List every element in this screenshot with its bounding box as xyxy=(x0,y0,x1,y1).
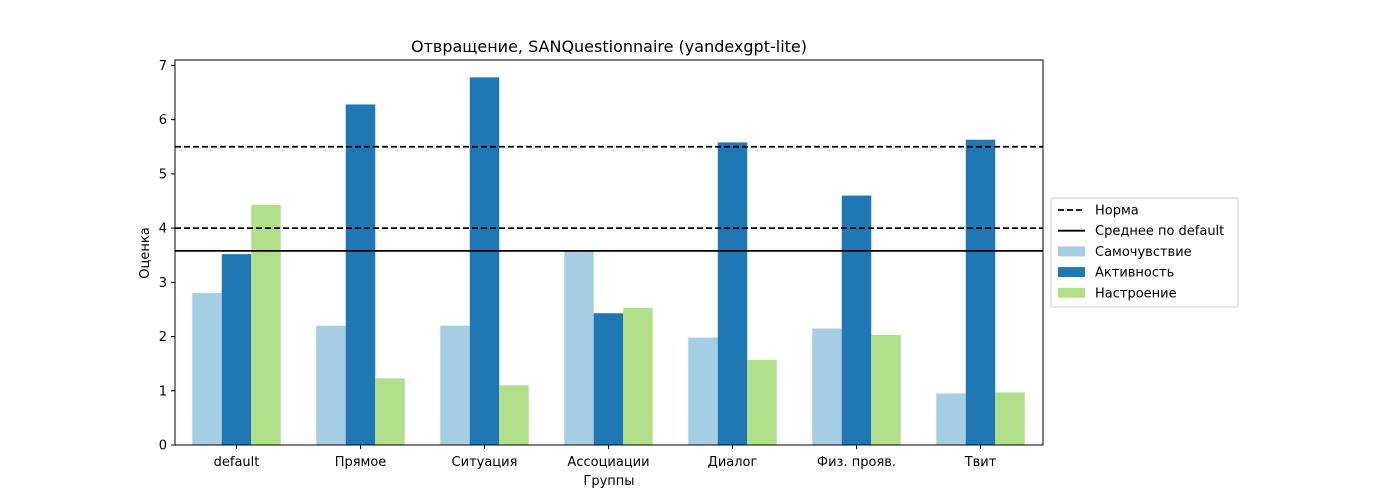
x-tick-label-1: default xyxy=(214,455,260,470)
y-tick-label-7: 7 xyxy=(159,59,167,74)
legend-label-line-1: Норма xyxy=(1095,204,1139,219)
y-axis-title: Оценка xyxy=(138,227,153,278)
bar-2-4 xyxy=(593,313,624,445)
bar-2-6 xyxy=(841,195,872,445)
bar-1-5 xyxy=(688,337,718,445)
bar-2-7 xyxy=(965,139,996,445)
bar-3-4 xyxy=(623,307,653,445)
bar-1-2 xyxy=(316,325,346,445)
x-tick-label-3: Ситуация xyxy=(452,455,518,470)
y-tick-label-6: 6 xyxy=(159,113,167,128)
x-tick-label-5: Диалог xyxy=(708,455,758,470)
bar-1-1 xyxy=(192,293,222,445)
bar-1-6 xyxy=(812,328,842,445)
legend-label-series-2: Активность xyxy=(1095,266,1174,281)
axes: 0 1 2 3 4 5 6 7 default Прямое Ситуация Ассоциации Д… xyxy=(159,59,1044,470)
y-tick-label-3: 3 xyxy=(159,276,167,291)
legend-frame xyxy=(1050,197,1239,308)
chart-title: Отвращение, SANQuestionnaire (yandexgpt-… xyxy=(411,37,807,56)
legend-swatch-series-2 xyxy=(1058,267,1085,278)
bar-2-2 xyxy=(345,104,376,446)
bar-1-3 xyxy=(440,325,470,445)
y-tick-label-0: 0 xyxy=(159,439,167,454)
legend: Норма Среднее по default Самочувствие Актив… xyxy=(1050,197,1239,308)
legend-swatch-series-1 xyxy=(1058,246,1085,257)
legend-swatch-series-3 xyxy=(1058,287,1085,298)
y-tick-label-4: 4 xyxy=(159,222,167,237)
bar-3-7 xyxy=(995,392,1025,445)
bar-2-3 xyxy=(469,77,500,445)
plot-area xyxy=(175,77,1043,446)
x-axis-title: Группы xyxy=(583,474,634,489)
bar-3-2 xyxy=(375,378,405,445)
legend-label-series-1: Самочувствие xyxy=(1095,245,1192,260)
bar-2-5 xyxy=(717,142,748,445)
legend-label-series-3: Настроение xyxy=(1095,286,1177,301)
x-tick-label-2: Прямое xyxy=(335,455,387,470)
y-tick-label-5: 5 xyxy=(159,167,167,182)
y-tick-label-2: 2 xyxy=(159,330,167,345)
bar-3-3 xyxy=(499,385,529,445)
y-tick-label-1: 1 xyxy=(159,384,167,399)
x-tick-label-6: Физ. прояв. xyxy=(817,455,896,470)
bar-3-1 xyxy=(251,204,281,445)
x-tick-label-7: Твит xyxy=(964,455,997,470)
bar-3-6 xyxy=(871,334,901,445)
x-tick-label-4: Ассоциации xyxy=(567,455,649,470)
bar-3-5 xyxy=(747,359,777,445)
bar-1-4 xyxy=(564,251,594,445)
bar-1-7 xyxy=(936,393,966,445)
bar-2-1 xyxy=(221,254,252,445)
legend-label-line-2: Среднее по default xyxy=(1095,224,1224,239)
